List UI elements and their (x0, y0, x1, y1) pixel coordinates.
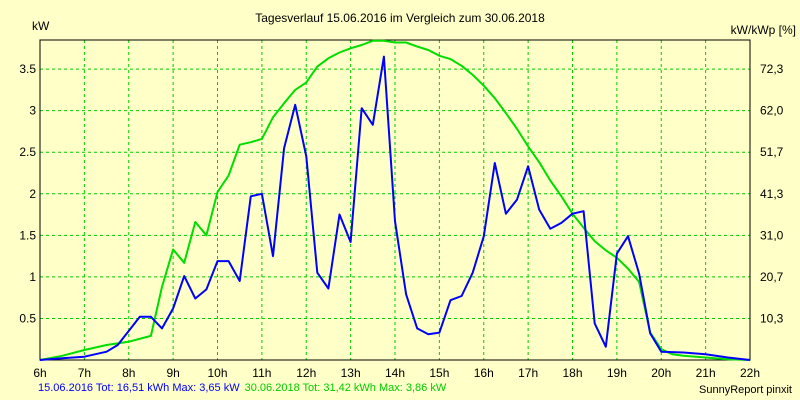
credit-text: SunnyReport pinxit (699, 384, 792, 396)
x-tick-label: 17h (518, 366, 538, 380)
tick-labels: 6h 7h 8h 9h 10h 11h 12h 13h 14h 15h 16h 17h 18h 19h 20… (19, 62, 783, 380)
x-tick-label: 16h (474, 366, 494, 380)
y2-tick-label: 51,7 (760, 145, 784, 159)
x-tick-label: 7h (78, 366, 91, 380)
x-tick-label: 11h (252, 366, 271, 380)
grid-lines (40, 40, 750, 360)
legend-series-1: 15.06.2016 Tot: 16,51 kWh Max: 3,65 kW (38, 382, 240, 394)
plot-frame (39, 39, 751, 361)
y2-axis-label: kW/kWp [%] (731, 23, 796, 37)
y2-tick-label: 10,3 (760, 311, 784, 325)
y2-tick-label: 31,0 (760, 228, 784, 242)
x-tick-label: 15h (429, 366, 449, 380)
x-tick-label: 18h (562, 366, 582, 380)
x-tick-label: 20h (651, 366, 671, 380)
x-tick-label: 22h (740, 366, 760, 380)
x-tick-label: 9h (166, 366, 179, 380)
series-line-1 (39, 55, 751, 361)
legend-series-2: 30.06.2018 Tot: 31,42 kWh Max: 3,86 kW (244, 382, 447, 394)
y-tick-label: 1 (29, 270, 36, 284)
y-tick-label: 1.5 (19, 228, 36, 242)
y-tick-label: 2 (29, 187, 36, 201)
x-tick-label: 14h (385, 366, 405, 380)
x-tick-label: 19h (607, 366, 627, 380)
y-axis-label: kW (32, 19, 50, 33)
x-tick-label: 12h (296, 366, 316, 380)
legend: 15.06.2016 Tot: 16,51 kWh Max: 3,65 kW 3… (38, 382, 448, 394)
x-tick-label: 6h (33, 366, 46, 380)
y2-tick-label: 41,3 (760, 187, 784, 201)
y-tick-label: 3.5 (19, 62, 36, 76)
x-tick-label: 10h (207, 366, 227, 380)
y2-tick-label: 20,7 (760, 270, 784, 284)
x-tick-label: 13h (341, 366, 361, 380)
y2-tick-label: 62,0 (760, 104, 784, 118)
y2-tick-label: 72,3 (760, 62, 784, 76)
x-tick-label: 8h (122, 366, 135, 380)
y-tick-label: 0.5 (19, 311, 36, 325)
y-tick-label: 2.5 (19, 145, 36, 159)
series-line-2 (39, 39, 751, 361)
y-tick-label: 3 (29, 104, 36, 118)
series-lines (39, 39, 751, 361)
x-tick-label: 21h (696, 366, 716, 380)
chart-title: Tagesverlauf 15.06.2016 im Vergleich zum… (255, 11, 545, 25)
